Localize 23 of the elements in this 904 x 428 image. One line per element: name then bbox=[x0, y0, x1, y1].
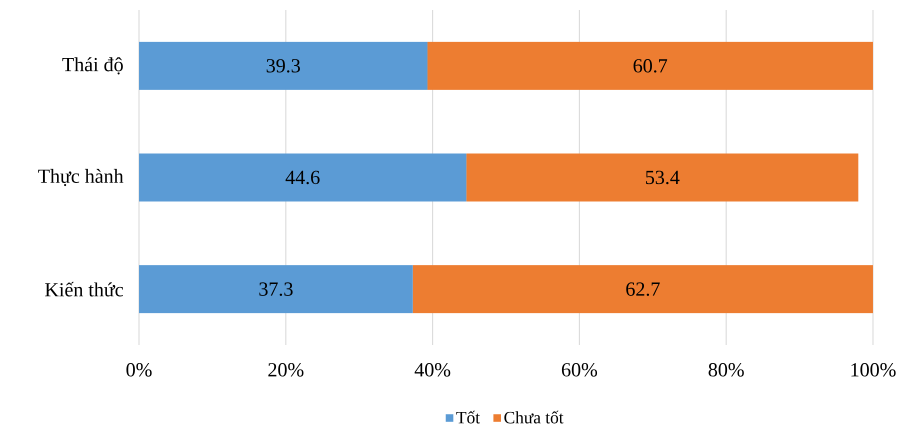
y-tick-label: Kiến thức bbox=[45, 282, 123, 296]
bar bbox=[427, 42, 873, 90]
y-tick-label: Thái độ bbox=[62, 57, 123, 74]
data-label: 37.3 bbox=[259, 282, 293, 296]
x-tick-label: 20% bbox=[268, 363, 304, 377]
data-label: 44.6 bbox=[286, 170, 320, 184]
bar bbox=[139, 153, 466, 202]
x-tick-label: 100% bbox=[851, 363, 896, 377]
data-label: 39.3 bbox=[266, 59, 300, 73]
bar bbox=[139, 265, 413, 314]
legend-label: Tốt bbox=[456, 410, 480, 424]
data-label: 53.4 bbox=[646, 170, 680, 184]
data-label: 60.7 bbox=[634, 59, 668, 73]
x-tick-label: 40% bbox=[414, 363, 450, 377]
y-tick-label: Thực hành bbox=[38, 168, 124, 186]
legend-label: Chưa tốt bbox=[504, 410, 564, 424]
x-tick-label: 60% bbox=[562, 363, 598, 377]
data-label: 62.7 bbox=[626, 282, 660, 296]
bar bbox=[139, 42, 428, 90]
x-tick-label: 80% bbox=[708, 363, 744, 377]
bar bbox=[412, 265, 873, 314]
x-tick-label: 0% bbox=[126, 363, 152, 377]
bar bbox=[466, 153, 858, 202]
